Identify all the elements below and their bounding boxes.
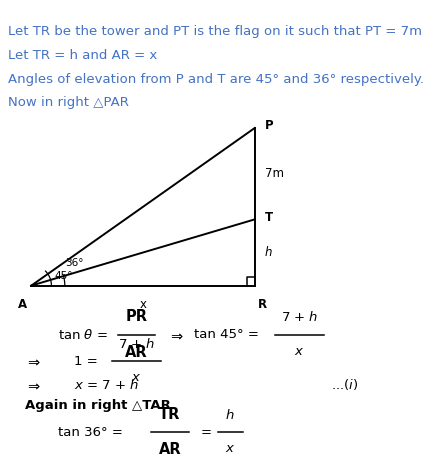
- Text: AR: AR: [125, 345, 148, 360]
- Text: $x$ = 7 + $h$: $x$ = 7 + $h$: [74, 378, 139, 392]
- Text: R: R: [258, 298, 267, 311]
- Text: tan 36° =: tan 36° =: [58, 426, 123, 439]
- Text: Angles of elevation from P and T are 45° and 36° respectively.: Angles of elevation from P and T are 45°…: [8, 73, 424, 85]
- Text: h: h: [265, 246, 272, 259]
- Text: $x$: $x$: [131, 371, 142, 384]
- Text: A: A: [18, 298, 27, 311]
- Text: PR: PR: [125, 309, 148, 324]
- Text: tan 45° =: tan 45° =: [194, 328, 259, 341]
- Text: $\Rightarrow$: $\Rightarrow$: [168, 327, 184, 342]
- Text: $\Rightarrow$: $\Rightarrow$: [25, 377, 41, 392]
- Text: 7 + $h$: 7 + $h$: [118, 337, 155, 351]
- Text: tan $\theta$ =: tan $\theta$ =: [58, 328, 108, 341]
- Text: $x$: $x$: [294, 345, 305, 357]
- Text: Let TR be the tower and PT is the flag on it such that PT = 7m: Let TR be the tower and PT is the flag o…: [8, 25, 422, 38]
- Text: Again in right △TAR: Again in right △TAR: [25, 399, 170, 412]
- Text: x: x: [139, 298, 147, 311]
- Text: AR: AR: [159, 442, 181, 457]
- Text: $\Rightarrow$: $\Rightarrow$: [25, 354, 41, 368]
- Text: $h$: $h$: [225, 408, 235, 422]
- Text: TR: TR: [159, 407, 181, 422]
- Text: $x$: $x$: [225, 442, 236, 455]
- Text: T: T: [265, 211, 273, 223]
- Text: ...($i$): ...($i$): [331, 377, 358, 392]
- Text: P: P: [265, 119, 273, 132]
- Text: 7 + $h$: 7 + $h$: [281, 310, 318, 324]
- Text: 45°: 45°: [55, 271, 73, 281]
- Text: Now in right △PAR: Now in right △PAR: [8, 96, 129, 109]
- Text: Let TR = h and AR = x: Let TR = h and AR = x: [8, 49, 157, 62]
- Text: 36°: 36°: [65, 258, 83, 268]
- Text: =: =: [200, 426, 211, 439]
- Text: 1 =: 1 =: [74, 355, 97, 367]
- Text: 7m: 7m: [265, 167, 284, 180]
